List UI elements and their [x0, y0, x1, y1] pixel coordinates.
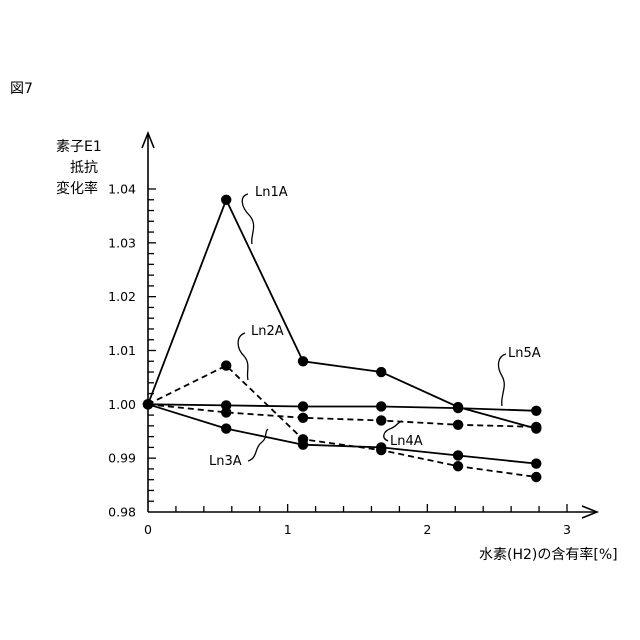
data-point-ln5a	[531, 406, 541, 416]
data-point-ln5a	[221, 400, 231, 410]
data-point-ln4a	[376, 415, 386, 425]
data-point-ln3a	[298, 440, 308, 450]
data-point-ln3a	[221, 423, 231, 433]
tick-labels: 0 1 2 3 0.98 0.99 1.00 1.01 1.02 1.03 1.04	[108, 182, 571, 538]
y-axis-label-line-2: 抵抗	[70, 160, 98, 176]
data-point-ln4a	[531, 422, 541, 432]
data-point-ln2a	[531, 472, 541, 482]
series-label-ln4a: Ln4A	[390, 434, 423, 449]
y-tick-label: 0.99	[108, 451, 136, 466]
data-point-ln4a	[453, 420, 463, 430]
y-tick-label: 1.00	[108, 397, 136, 412]
data-point-ln1a	[221, 195, 231, 205]
series-line-ln2a	[148, 366, 536, 477]
y-tick-label: 1.04	[108, 182, 136, 197]
series-label-ln5a: Ln5A	[508, 346, 541, 361]
x-tick-label: 0	[144, 522, 152, 537]
data-point-ln2a	[221, 360, 231, 370]
series-lines	[148, 200, 536, 477]
y-tick-label: 1.03	[108, 235, 136, 250]
data-point-ln4a	[298, 413, 308, 423]
x-axis-label: 水素(H2)の含有率[%]	[479, 546, 618, 563]
data-points	[143, 195, 542, 483]
data-point-ln5a	[298, 401, 308, 411]
x-tick-label: 1	[284, 522, 292, 537]
series-label-ln3a: Ln3A	[209, 454, 242, 469]
series-line-ln5a	[148, 404, 536, 411]
data-point-ln1a	[298, 356, 308, 366]
data-point-ln3a	[531, 458, 541, 468]
y-tick-label: 1.02	[108, 289, 136, 304]
series-line-ln4a	[148, 404, 536, 427]
series-label-ln1a: Ln1A	[255, 185, 288, 200]
data-point-ln5a	[376, 401, 386, 411]
data-point-ln5a	[143, 399, 153, 409]
y-axis-label-line-1: 素子E1	[56, 139, 102, 155]
series-label-ln2a: Ln2A	[251, 324, 284, 339]
data-point-ln3a	[453, 450, 463, 460]
y-tick-label: 0.98	[108, 505, 136, 520]
y-tick-label: 1.01	[108, 343, 136, 358]
data-point-ln3a	[376, 442, 386, 452]
leader-line-ln5a	[499, 354, 506, 406]
x-tick-label: 2	[423, 522, 431, 537]
series-line-ln1a	[148, 200, 536, 429]
data-point-ln2a	[453, 461, 463, 471]
data-point-ln1a	[376, 367, 386, 377]
y-axis-label-line-3: 変化率	[56, 180, 98, 197]
x-tick-label: 3	[563, 522, 571, 537]
data-point-ln5a	[453, 403, 463, 413]
leader-line-ln2a	[238, 333, 248, 380]
